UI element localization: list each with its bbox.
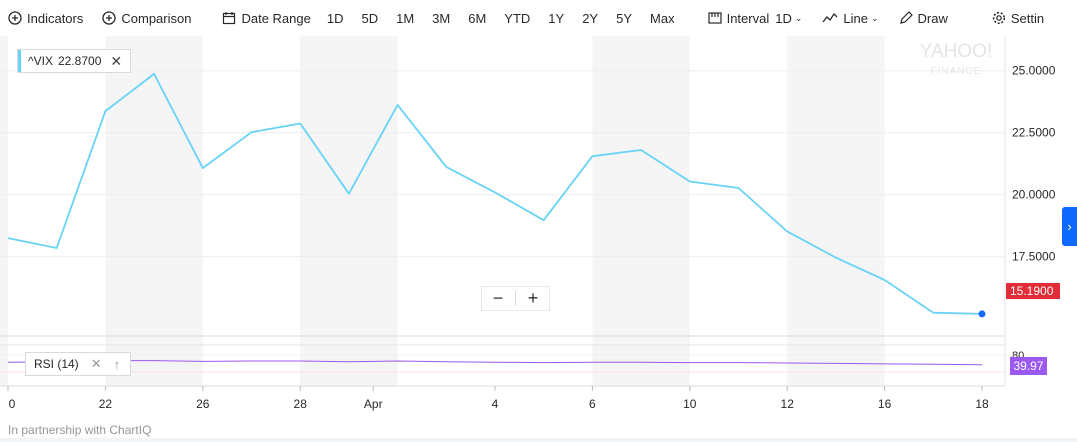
range-5d-button[interactable]: 5D xyxy=(361,10,379,26)
rsi-label: RSI (14) xyxy=(34,357,79,371)
range-3m-button[interactable]: 3M xyxy=(432,10,451,26)
interval-dropdown[interactable]: Interval 1D ⌄ xyxy=(707,0,803,36)
interval-label: Interval xyxy=(726,10,770,26)
chart-type-dropdown[interactable]: Line ⌄ xyxy=(822,0,879,36)
close-icon[interactable]: ✕ xyxy=(110,52,123,69)
interval-value: 1D xyxy=(775,10,792,26)
range-1d-button[interactable]: 1D xyxy=(326,10,344,26)
range-buttons: 1D 5D 1M 3M 6M YTD 1Y 2Y 5Y Max xyxy=(318,0,684,36)
gear-icon xyxy=(992,11,1005,25)
x-tick-label: 6 xyxy=(589,397,596,411)
watermark-finance: FINANCE xyxy=(931,66,982,77)
indicators-label: Indicators xyxy=(27,10,84,26)
shaded-band xyxy=(105,36,203,386)
interval-icon xyxy=(707,12,722,24)
grid-lines xyxy=(0,70,1005,258)
x-tick-label: 4 xyxy=(492,397,499,411)
draw-button[interactable]: Draw xyxy=(899,0,948,36)
settings-label: Settin xyxy=(1010,10,1045,26)
chevron-right-icon[interactable]: › xyxy=(1062,207,1077,246)
rsi-legend: RSI (14) ✕ ↑ xyxy=(25,352,131,376)
range-2y-button[interactable]: 2Y xyxy=(582,10,599,26)
legend-value: 22.8700 xyxy=(57,54,102,68)
y-tick-label: 20.0000 xyxy=(1012,188,1056,202)
shaded-band xyxy=(592,36,690,386)
chart-type-label: Line xyxy=(843,10,868,26)
legend-symbol: ^VIX xyxy=(28,54,53,68)
zoom-out-button[interactable]: − xyxy=(492,288,504,308)
x-tick-label: 22 xyxy=(99,397,113,411)
y-tick-label: 22.5000 xyxy=(1012,126,1056,140)
x-tick-label: 26 xyxy=(196,397,210,411)
x-tick-label: 28 xyxy=(294,397,308,411)
shaded-band xyxy=(300,36,398,386)
plus-circle-icon xyxy=(8,11,22,25)
x-tick-label: 18 xyxy=(975,397,989,411)
chart-toolbar: Indicators Comparison Date Range 1D 5D 1… xyxy=(0,0,1077,36)
shaded-band xyxy=(787,36,885,386)
date-range-label: Date Range xyxy=(241,10,311,26)
arrow-up-icon[interactable]: ↑ xyxy=(113,356,121,372)
date-range-button[interactable]: Date Range xyxy=(222,0,311,36)
range-5y-button[interactable]: 5Y xyxy=(616,10,633,26)
footer-bar xyxy=(0,438,1077,442)
last-price-dot xyxy=(978,310,986,318)
zoom-in-button[interactable]: + xyxy=(527,288,539,308)
rsi-value-tag: 39.97 xyxy=(1010,357,1047,375)
x-tick-label: 10 xyxy=(683,397,697,411)
pencil-icon xyxy=(899,11,913,24)
y-tick-label: 25.0000 xyxy=(1012,64,1056,78)
x-tick-label: 16 xyxy=(878,397,892,411)
settings-button[interactable]: Settin xyxy=(992,0,1044,36)
series-color-swatch xyxy=(18,50,21,72)
range-ytd-button[interactable]: YTD xyxy=(504,10,531,26)
rsi-line xyxy=(7,360,983,366)
shaded-band xyxy=(0,36,8,386)
range-1m-button[interactable]: 1M xyxy=(396,10,415,26)
price-line xyxy=(7,73,983,315)
range-6m-button[interactable]: 6M xyxy=(468,10,487,26)
calendar-icon xyxy=(223,12,236,25)
comparison-button[interactable]: Comparison xyxy=(102,0,191,36)
draw-label: Draw xyxy=(917,10,948,26)
zoom-control: − + xyxy=(481,286,550,311)
indicators-button[interactable]: Indicators xyxy=(8,0,83,36)
x-axis-ticks: 0 22 26 28 Apr 4 6 10 12 16 18 xyxy=(7,386,989,411)
zoom-divider xyxy=(515,291,516,306)
symbol-legend: ^VIX 22.8700 ✕ xyxy=(17,49,132,73)
watermark-yahoo: YAHOO! xyxy=(920,41,993,62)
y-axis-ticks: 25.0000 22.5000 20.0000 17.5000 xyxy=(1012,64,1056,264)
footer-credit: In partnership with ChartIQ xyxy=(8,423,152,437)
x-tick-label: 12 xyxy=(781,397,795,411)
range-max-button[interactable]: Max xyxy=(650,10,675,26)
x-tick-label: 0 xyxy=(9,397,16,411)
x-tick-label: Apr xyxy=(364,397,383,411)
plus-circle-icon xyxy=(102,11,117,25)
weekend-bands xyxy=(0,36,885,386)
range-1y-button[interactable]: 1Y xyxy=(548,10,565,26)
line-chart-icon xyxy=(822,12,838,23)
chevron-down-icon: ⌄ xyxy=(870,12,879,23)
chevron-down-icon: ⌄ xyxy=(794,12,803,23)
current-price-tag: 15.1900 xyxy=(1006,283,1060,299)
close-icon[interactable]: ✕ xyxy=(90,356,102,371)
comparison-label: Comparison xyxy=(121,10,192,26)
price-chart[interactable]: YAHOO! FINANCE 25.0000 22.5000 20.0000 17.5… xyxy=(0,36,1077,442)
y-tick-label: 17.5000 xyxy=(1012,250,1056,264)
